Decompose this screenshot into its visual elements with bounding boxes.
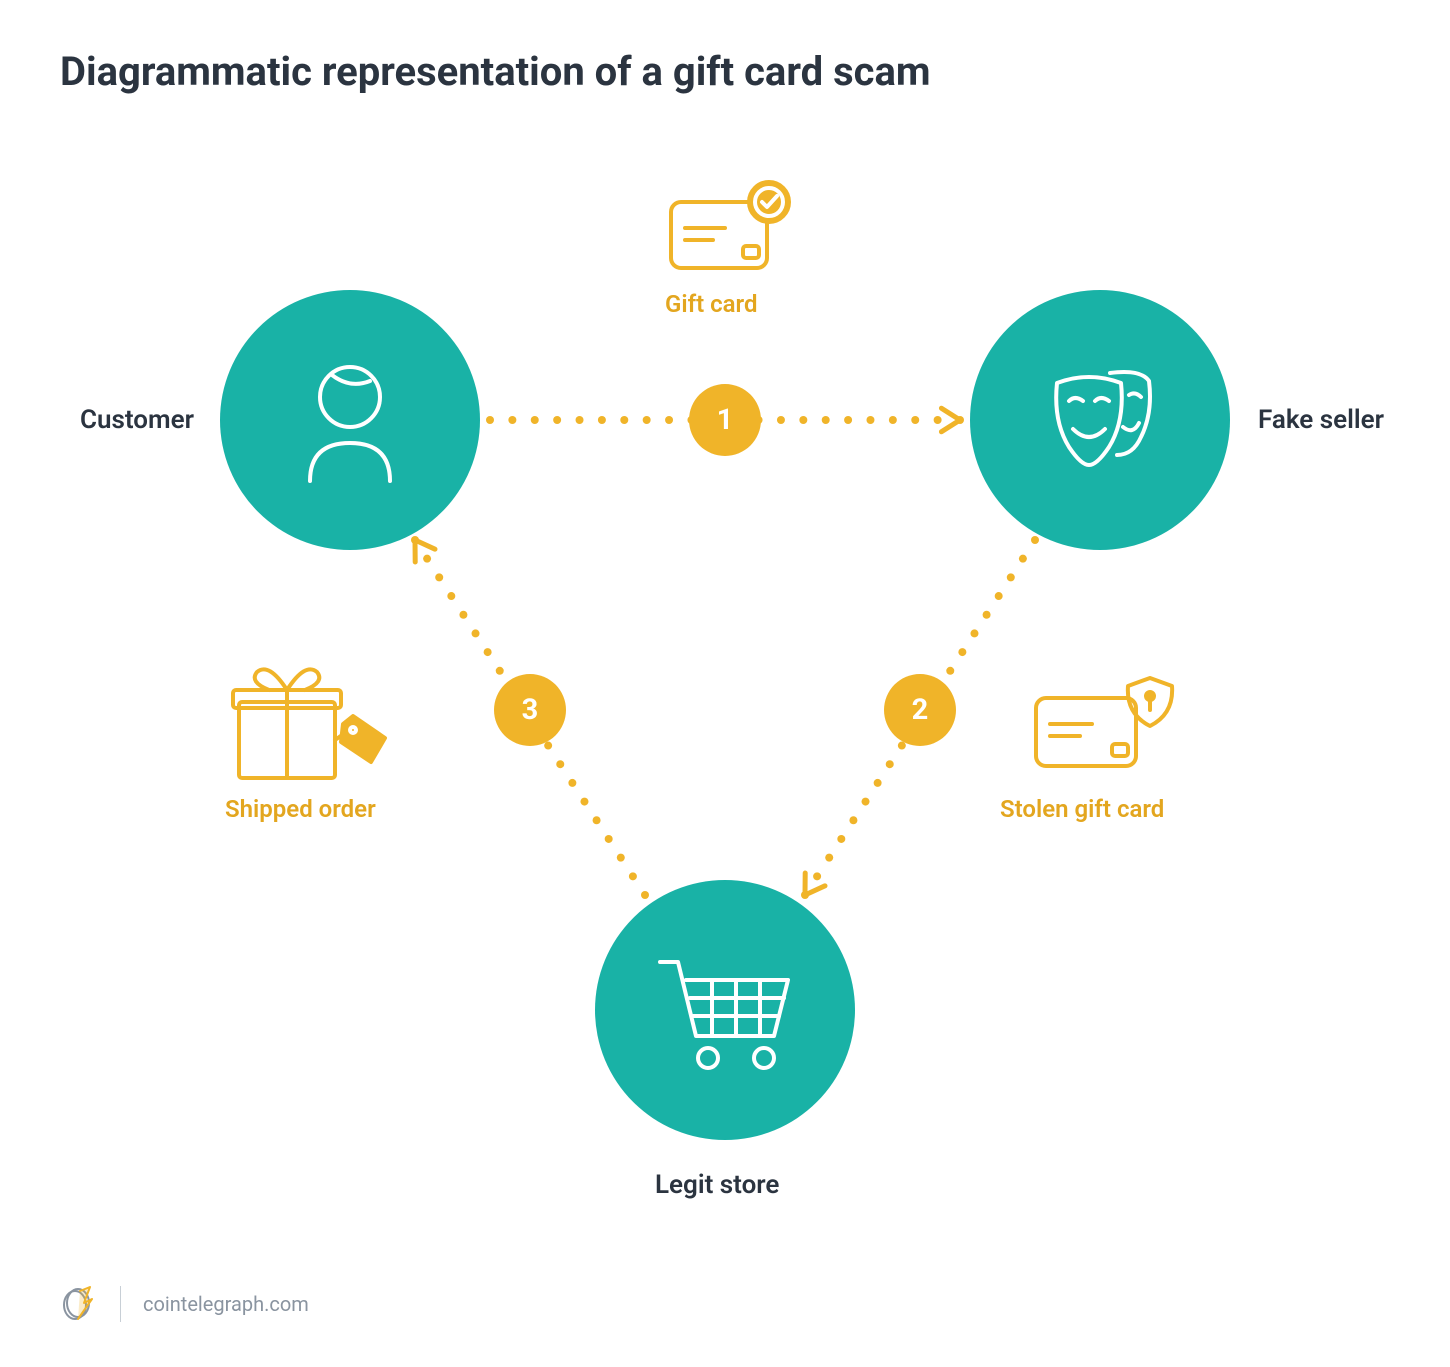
footer-text: cointelegraph.com — [143, 1292, 309, 1316]
edge-1-label: Gift card — [665, 290, 757, 318]
step-badge-3: 3 — [494, 674, 566, 746]
gift-card-icon — [665, 180, 795, 280]
node-legit-store-label: Legit store — [655, 1170, 779, 1200]
step-number-3: 3 — [522, 693, 539, 727]
cointelegraph-logo-icon — [60, 1285, 98, 1323]
node-customer — [220, 290, 480, 550]
footer: cointelegraph.com — [60, 1285, 309, 1323]
edge-2-label: Stolen gift card — [1000, 795, 1164, 823]
step-number-1: 1 — [717, 403, 734, 437]
step-number-2: 2 — [912, 693, 929, 727]
diagram-canvas: Diagrammatic representation of a gift ca… — [0, 0, 1450, 1367]
node-fake-seller — [970, 290, 1230, 550]
step-badge-2: 2 — [884, 674, 956, 746]
cart-icon — [650, 940, 800, 1080]
footer-separator — [120, 1286, 121, 1322]
node-fake-seller-label: Fake seller — [1258, 405, 1384, 435]
edge-3-label: Shipped order — [225, 795, 376, 823]
person-icon — [290, 355, 410, 485]
mask-icon — [1035, 355, 1165, 485]
node-legit-store — [595, 880, 855, 1140]
step-badge-1: 1 — [689, 384, 761, 456]
node-customer-label: Customer — [80, 405, 194, 435]
shipped-order-icon — [225, 650, 395, 790]
stolen-card-icon — [1030, 670, 1180, 780]
